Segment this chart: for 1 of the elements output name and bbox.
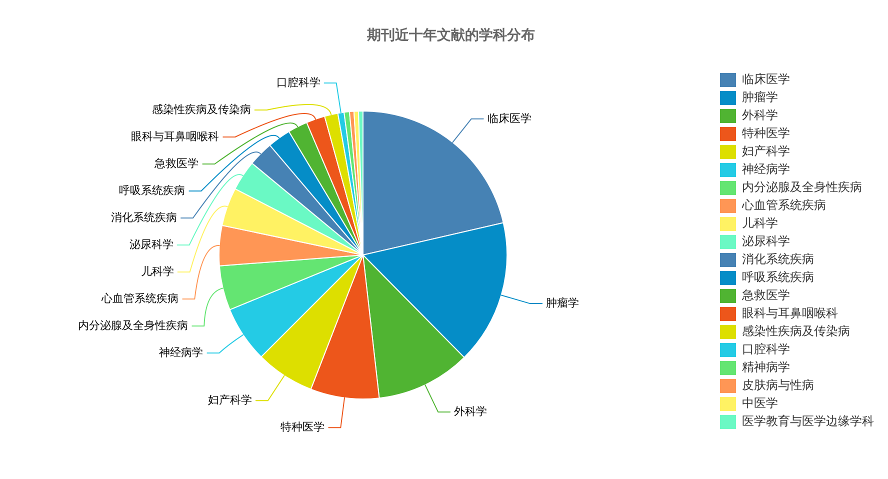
title: 期刊近十年文献的学科分布	[367, 26, 535, 43]
